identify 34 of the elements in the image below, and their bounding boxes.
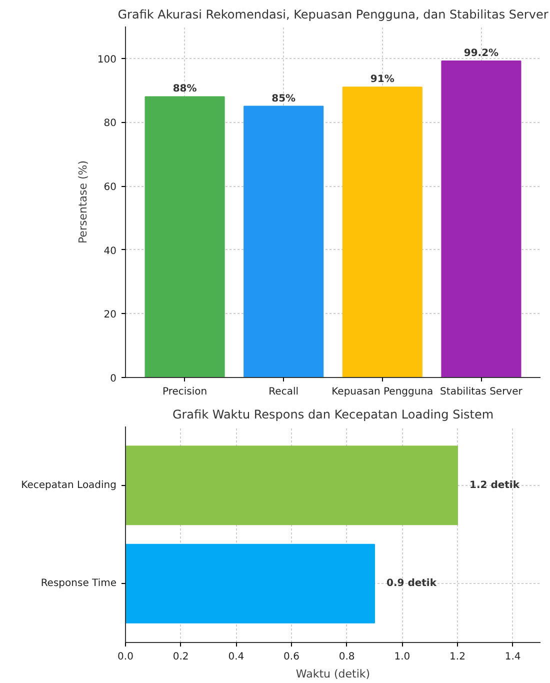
data-label: 85% (272, 93, 296, 104)
chart-title: Grafik Akurasi Rekomendasi, Kepuasan Pengguna, dan Stabilitas Server (118, 8, 548, 22)
y-tick-label: 20 (104, 310, 117, 321)
x-tick-label: Stabilitas Server (440, 386, 524, 398)
data-label: 99.2% (464, 48, 499, 59)
x-tick-label: 0.8 (338, 652, 355, 662)
x-tick-label: 0.0 (118, 652, 134, 662)
bar (441, 60, 522, 378)
x-tick-label: 1.4 (504, 652, 521, 662)
y-tick-label: 80 (104, 118, 117, 130)
x-axis-title: Waktu (detik) (296, 668, 370, 680)
x-tick-label: Precision (162, 386, 208, 398)
data-label: 1.2 detik (470, 480, 520, 491)
x-tick-label: 0.2 (172, 652, 189, 662)
y-tick-label: Response Time (40, 578, 117, 590)
bar (244, 106, 324, 378)
data-label: 88% (172, 84, 197, 95)
y-tick-label: 100 (97, 54, 117, 66)
chart-title: Grafik Waktu Respons dan Kecepatan Loading Sistem (172, 408, 494, 422)
x-tick-label: 0.6 (284, 652, 300, 662)
x-tick-label: 0.4 (228, 652, 244, 662)
y-tick-label: 40 (104, 246, 117, 257)
bar (144, 96, 225, 378)
data-label: 0.9 detik (386, 578, 437, 590)
x-tick-label: Recall (268, 386, 299, 398)
x-tick-label: 1.2 (450, 652, 466, 662)
y-axis-title: Persentase (%) (76, 160, 90, 244)
x-tick-label: Kepuasan Pengguna (332, 386, 434, 398)
bar (342, 86, 422, 378)
x-tick-label: 1.0 (394, 652, 410, 662)
data-label: 91% (370, 74, 394, 86)
y-tick-label: 60 (104, 182, 117, 194)
y-tick-label: Kecepatan Loading (21, 480, 117, 491)
y-tick-label: 0 (110, 374, 117, 384)
